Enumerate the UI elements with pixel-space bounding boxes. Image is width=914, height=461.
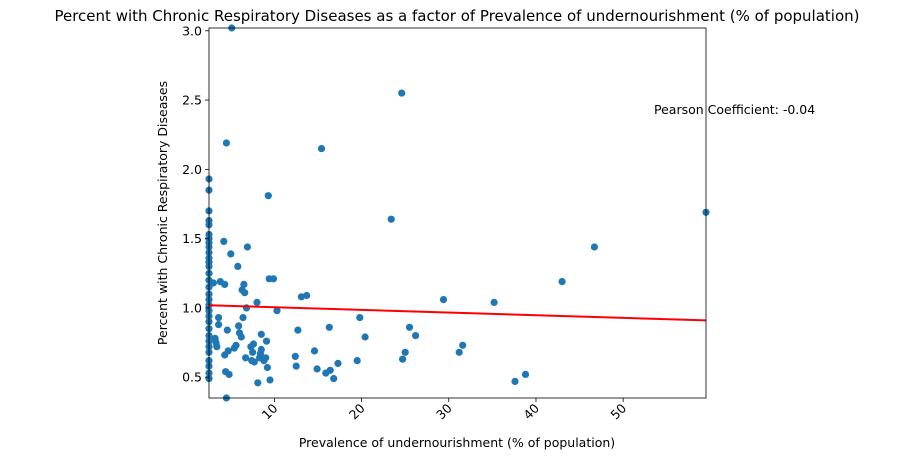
- data-point: [313, 365, 321, 373]
- data-point: [292, 362, 300, 370]
- x-tick-label: 40: [520, 400, 542, 422]
- x-tick-label: 30: [433, 400, 455, 422]
- y-tick-label: 2.0: [182, 162, 202, 177]
- data-point: [215, 314, 223, 322]
- data-point: [232, 341, 240, 349]
- plot-background: [209, 28, 706, 398]
- data-point: [490, 298, 498, 306]
- data-point: [257, 330, 265, 338]
- y-tick-label: 2.5: [182, 93, 202, 108]
- data-point: [590, 243, 599, 251]
- data-point: [334, 359, 342, 367]
- y-axis-label: Percent with Chronic Respiratory Disease…: [155, 81, 170, 345]
- data-point: [310, 347, 319, 355]
- data-point: [353, 357, 361, 365]
- data-point: [241, 289, 249, 297]
- data-point: [249, 348, 257, 356]
- data-point: [215, 321, 223, 329]
- data-point: [257, 345, 265, 354]
- data-point: [213, 343, 221, 351]
- data-point: [243, 243, 251, 251]
- data-point: [209, 279, 217, 287]
- data-point: [558, 278, 566, 286]
- x-tick-label: 10: [259, 400, 281, 422]
- plot-frame: [208, 27, 707, 399]
- data-point: [269, 275, 278, 283]
- data-point: [254, 379, 262, 387]
- data-point: [330, 375, 338, 383]
- data-point: [294, 326, 302, 334]
- data-point: [398, 89, 406, 97]
- data-point: [235, 322, 243, 330]
- data-point: [266, 376, 274, 384]
- data-point: [387, 215, 395, 223]
- data-point: [225, 370, 233, 378]
- data-point: [401, 348, 409, 356]
- data-point: [326, 366, 334, 374]
- data-point: [264, 192, 272, 200]
- data-point: [227, 250, 235, 258]
- data-point: [303, 291, 311, 300]
- data-point: [221, 280, 229, 288]
- data-point: [222, 139, 230, 147]
- data-point: [263, 363, 271, 372]
- data-point: [273, 307, 281, 315]
- data-point: [356, 314, 364, 322]
- data-point: [249, 340, 258, 348]
- data-point: [317, 145, 326, 153]
- y-tick-label: 3.0: [182, 23, 202, 38]
- points-layer: [205, 24, 710, 402]
- x-tick-label: 20: [346, 400, 368, 422]
- data-point: [262, 354, 270, 362]
- data-point: [220, 237, 228, 245]
- data-point: [459, 341, 467, 349]
- trend-layer: [208, 304, 707, 322]
- data-point: [361, 333, 369, 341]
- data-point: [291, 352, 299, 360]
- data-point: [234, 262, 242, 270]
- data-point: [240, 280, 248, 288]
- data-point: [250, 358, 258, 366]
- data-point: [325, 323, 333, 331]
- data-point: [253, 298, 261, 306]
- pearson-annotation: Pearson Coefficient: -0.04: [654, 102, 815, 117]
- trend-line: [208, 304, 707, 322]
- y-tick-label: 1.5: [182, 231, 202, 246]
- data-point: [412, 332, 420, 340]
- data-point: [455, 348, 463, 356]
- x-axis-label: Prevalence of undernourishment (% of pop…: [299, 435, 615, 450]
- data-point: [242, 354, 250, 362]
- y-tick-label: 1.0: [182, 300, 202, 315]
- data-point: [399, 355, 407, 363]
- data-point: [439, 296, 448, 304]
- data-point: [239, 314, 247, 322]
- data-point: [511, 377, 519, 385]
- x-tick-label: 50: [607, 400, 629, 422]
- data-point: [521, 370, 530, 378]
- y-tick-label: 0.5: [182, 370, 202, 385]
- data-point: [223, 326, 231, 334]
- y-axis-ticks: 0.5 1.0 1.5 2.0 2.5 3.0: [182, 23, 209, 385]
- data-point: [262, 337, 271, 345]
- data-point: [224, 347, 232, 355]
- data-point: [237, 333, 245, 341]
- x-axis-ticks: 10 20 30 40 50: [259, 398, 629, 422]
- chart-title: Percent with Chronic Respiratory Disease…: [54, 7, 859, 25]
- data-point: [405, 323, 414, 331]
